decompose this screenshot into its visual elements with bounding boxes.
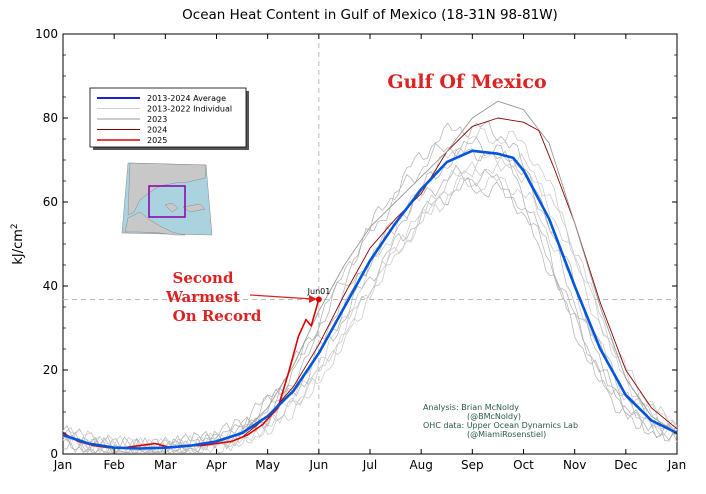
x-tick-label: Nov — [563, 458, 586, 472]
x-tick-label: Mar — [154, 458, 177, 472]
credit-data: OHC data: Upper Ocean Dynamics Lab — [423, 421, 578, 430]
gulf-region-box — [148, 185, 186, 218]
y-tick-label: 80 — [43, 111, 58, 125]
y-tick-label: 20 — [43, 363, 58, 377]
series-line-2013-2024-average — [62, 149, 678, 450]
series-line-2023 — [241, 100, 678, 434]
legend-label: 2023 — [147, 115, 167, 124]
y-tick-label: 40 — [43, 279, 58, 293]
y-tick-label: 0 — [50, 447, 58, 461]
x-tick-label: Jan — [667, 458, 687, 472]
y-axis-label: kJ/cm2 — [10, 223, 26, 264]
x-tick-label: Jul — [362, 458, 377, 472]
y-tick-label: 60 — [43, 195, 58, 209]
annotation-line-3: On Record — [173, 307, 262, 325]
axes-layer: Jan Feb Mar Apr May Jun Jul Aug Sep Oct Nov Dec Jan0… — [35, 27, 686, 472]
central-america-landmass — [124, 211, 186, 236]
inset-map — [121, 162, 213, 236]
reference-lines — [63, 34, 677, 454]
annotation-arrowhead — [309, 295, 317, 303]
x-tick-label: May — [255, 458, 280, 472]
annotation-arrow — [249, 294, 314, 300]
x-tick-label: Feb — [104, 458, 125, 472]
annotation-line-2: Warmest — [165, 288, 240, 306]
credits: Analysis: Brian McNoldy (@BMcNoldy) OHC … — [423, 403, 578, 439]
credit-analysis-handle: (@BMcNoldy) — [467, 412, 521, 421]
jun01-label: Jun01 — [307, 287, 331, 296]
legend-label: 2024 — [147, 126, 167, 135]
second-warmest-annotation: Second Warmest On Record — [165, 269, 317, 325]
yucatan-landmass — [164, 202, 179, 213]
series-line-2024 — [241, 117, 678, 438]
credit-analysis: Analysis: Brian McNoldy — [423, 403, 519, 412]
chart-title: Ocean Heat Content in Gulf of Mexico (18… — [182, 7, 558, 23]
x-tick-label: Dec — [614, 458, 637, 472]
legend-label: 2013-2024 Average — [147, 94, 226, 103]
x-tick-label: Jan — [53, 458, 73, 472]
x-tick-label: Jun — [308, 458, 328, 472]
x-tick-label: Sep — [461, 458, 484, 472]
legend-label: 2013-2022 Individual — [147, 105, 232, 114]
x-tick-label: Oct — [513, 458, 534, 472]
credit-data-handle: (@MiamiRosenstiel) — [467, 430, 546, 439]
cuba-landmass — [182, 203, 206, 213]
annotation-line-1: Second — [173, 269, 234, 287]
gulf-of-mexico-label: Gulf Of Mexico — [387, 71, 546, 93]
x-tick-label: Aug — [409, 458, 432, 472]
x-tick-label: Apr — [206, 458, 227, 472]
y-tick-label: 100 — [35, 27, 58, 41]
individual-year-line — [62, 121, 678, 454]
legend-label: 2025 — [147, 136, 167, 145]
series-layer — [62, 100, 678, 450]
point-2025-latest — [315, 296, 322, 303]
